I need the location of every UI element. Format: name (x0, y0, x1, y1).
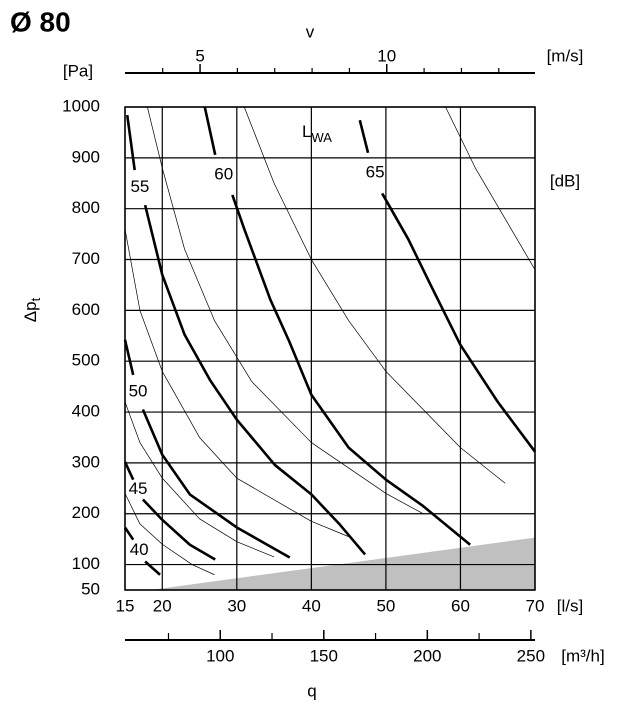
y-label-sub: t (28, 297, 43, 301)
limit-region (150, 537, 535, 590)
y-tick-label: 700 (72, 249, 100, 268)
x2-tick-label: 200 (413, 646, 441, 665)
guide-curve (147, 106, 424, 515)
y-tick-label: 50 (81, 579, 100, 598)
curve-label: 55 (130, 177, 149, 196)
x-tick-label: 30 (227, 596, 246, 615)
x-tick-label: 60 (451, 596, 470, 615)
x-tick-label: 50 (376, 596, 395, 615)
sound-curve (358, 119, 537, 453)
x2-tick-label: 250 (517, 646, 545, 665)
guide-curve (124, 401, 275, 558)
guide-curve (243, 106, 506, 484)
x2-tick-label: 150 (310, 646, 338, 665)
sound-curve (123, 461, 216, 561)
curve-label: 45 (129, 479, 148, 498)
y-tick-label: 500 (72, 351, 100, 370)
x2-unit: [m³/h] (561, 646, 604, 665)
curve-label: 60 (214, 164, 233, 183)
x-tick-label: 40 (302, 596, 321, 615)
curve-label: 40 (130, 540, 149, 559)
y-tick-label: 800 (72, 198, 100, 217)
x-unit: [l/s] (557, 596, 583, 615)
top-axis-label: v (306, 22, 315, 41)
y-tick-label: 100 (72, 554, 100, 573)
series-label-main: L (302, 122, 311, 141)
curve-label: 65 (366, 163, 385, 182)
sound-curve (123, 339, 291, 559)
y-label-main: Δp (21, 301, 40, 322)
y-tick-label: 600 (72, 300, 100, 319)
x-tick-label: 70 (526, 596, 545, 615)
y-axis-label-group: Δpt (21, 297, 43, 322)
top-tick-label: 5 (195, 46, 204, 65)
top-axis-unit: [m/s] (547, 46, 584, 65)
sound-curve (123, 526, 161, 576)
x2-tick-label: 100 (206, 646, 234, 665)
x-tick-label: 20 (153, 596, 172, 615)
y-unit: [Pa] (63, 61, 93, 80)
y-tick-label: 300 (72, 452, 100, 471)
series-label-sub: WA (311, 130, 332, 145)
x-tick-label: 15 (116, 596, 135, 615)
top-tick-label: 10 (377, 46, 396, 65)
y-tick-label: 1000 (62, 96, 100, 115)
y-axis-label: Δpt (21, 297, 43, 322)
guide-curve (124, 228, 349, 537)
guide-curve (124, 493, 215, 576)
curve-label: 50 (129, 382, 148, 401)
y-tick-label: 400 (72, 402, 100, 421)
guide-curve (445, 106, 536, 270)
sound-curve (203, 106, 471, 546)
y-tick-label: 900 (72, 147, 100, 166)
plot-frame (124, 106, 536, 591)
sound-curve (125, 114, 367, 556)
chart-title: Ø 80 (10, 6, 71, 37)
x-axis-label: q (307, 681, 316, 700)
y-tick-label: 200 (72, 503, 100, 522)
series-label: LWA (302, 122, 332, 145)
series-unit: [dB] (550, 171, 580, 190)
